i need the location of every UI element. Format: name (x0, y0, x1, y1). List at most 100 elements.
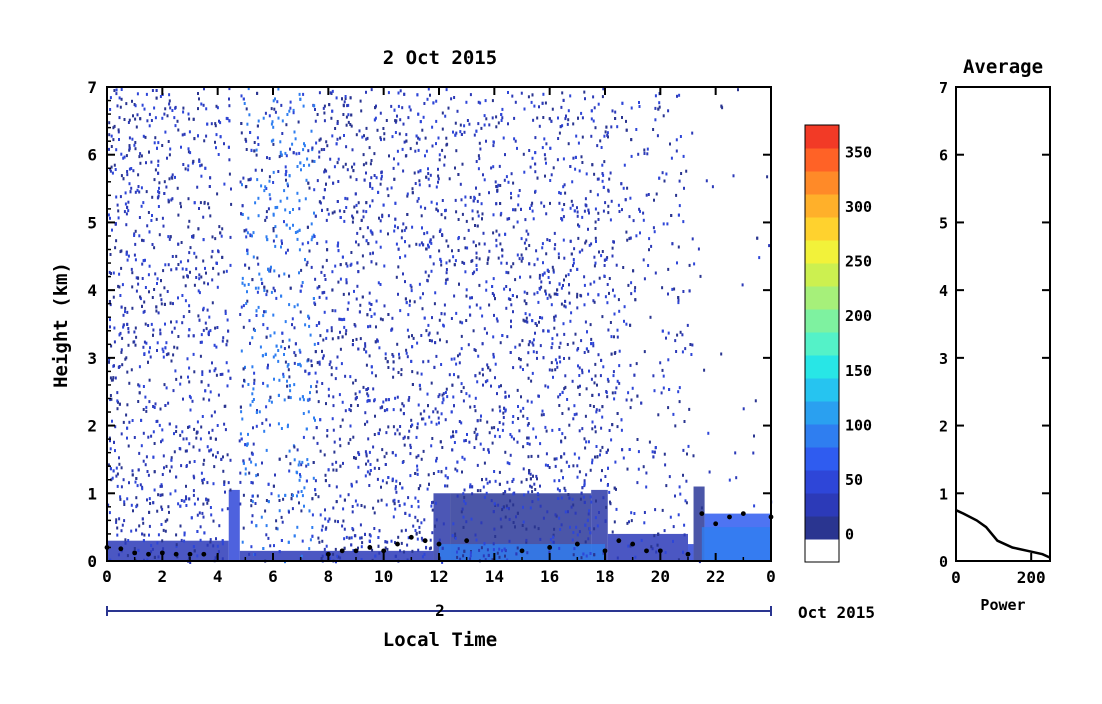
noise-speck (570, 199, 573, 203)
noise-speck (137, 173, 140, 177)
noise-speck (626, 467, 629, 471)
noise-speck (440, 312, 443, 316)
noise-speck (435, 185, 438, 189)
noise-speck (567, 510, 569, 514)
noise-speck (357, 465, 360, 469)
noise-speck (635, 128, 638, 131)
noise-speck (392, 425, 395, 429)
noise-speck (479, 101, 482, 105)
noise-speck (245, 228, 248, 232)
noise-speck (381, 448, 384, 452)
noise-speck (345, 329, 348, 333)
noise-speck (585, 440, 588, 444)
noise-speck (600, 426, 603, 430)
noise-speck (193, 370, 196, 374)
noise-speck (498, 547, 501, 551)
noise-speck (344, 332, 347, 336)
noise-speck (682, 290, 685, 293)
noise-speck (182, 397, 184, 401)
noise-speck (305, 479, 308, 483)
noise-speck (147, 324, 150, 327)
noise-speck (656, 134, 659, 138)
noise-speck (247, 178, 250, 182)
noise-speck (671, 287, 674, 291)
noise-speck (206, 445, 209, 449)
noise-speck (430, 381, 433, 385)
noise-speck (565, 274, 567, 278)
noise-speck (133, 436, 136, 439)
noise-speck (143, 309, 146, 313)
noise-speck (118, 462, 121, 466)
noise-speck (440, 259, 443, 263)
noise-speck (590, 134, 593, 138)
noise-speck (142, 521, 145, 525)
noise-speck (508, 487, 511, 491)
noise-speck (413, 300, 416, 304)
noise-speck (331, 462, 334, 466)
noise-speck (705, 179, 708, 183)
noise-speck (113, 124, 116, 128)
noise-speck (252, 255, 255, 259)
noise-speck (192, 545, 195, 549)
noise-speck (616, 379, 619, 383)
noise-speck (599, 139, 602, 143)
noise-speck (346, 264, 349, 268)
noise-speck (171, 197, 174, 201)
noise-speck (497, 183, 500, 187)
noise-speck (184, 284, 187, 288)
noise-speck (222, 469, 225, 473)
noise-speck (558, 479, 561, 483)
noise-speck (535, 323, 538, 327)
noise-speck (551, 428, 554, 432)
noise-speck (374, 554, 377, 558)
noise-speck (124, 310, 126, 314)
noise-speck (471, 272, 474, 276)
noise-speck (540, 285, 543, 289)
noise-speck (558, 191, 561, 195)
noise-speck (600, 478, 602, 482)
noise-speck (302, 398, 305, 402)
noise-speck (160, 484, 163, 488)
noise-speck (294, 342, 297, 346)
noise-speck (120, 529, 123, 533)
noise-speck (486, 331, 488, 335)
noise-speck (586, 330, 588, 334)
noise-speck (255, 410, 258, 414)
noise-speck (270, 139, 273, 143)
noise-speck (346, 104, 349, 108)
noise-speck (266, 384, 269, 388)
noise-speck (517, 405, 519, 408)
noise-speck (452, 430, 454, 434)
noise-speck (396, 149, 399, 153)
noise-speck (348, 408, 351, 411)
noise-speck (606, 283, 609, 286)
average-frame (955, 86, 1051, 562)
noise-speck (443, 163, 446, 167)
noise-speck (342, 507, 345, 511)
noise-speck (589, 552, 592, 555)
noise-speck (473, 196, 476, 200)
noise-speck (542, 92, 545, 96)
noise-speck (561, 124, 564, 128)
noise-speck (752, 451, 755, 455)
noise-speck (551, 337, 554, 341)
noise-speck (317, 495, 320, 499)
noise-speck (127, 343, 130, 347)
noise-speck (655, 192, 658, 196)
noise-speck (500, 113, 503, 116)
noise-speck (571, 203, 574, 207)
noise-speck (114, 449, 116, 453)
noise-speck (169, 492, 172, 496)
noise-speck (627, 544, 630, 548)
noise-speck (596, 383, 598, 387)
noise-speck (172, 389, 175, 393)
noise-speck (342, 113, 345, 116)
y-tick-label: 7 (87, 78, 97, 97)
noise-speck (492, 144, 495, 148)
noise-speck (457, 375, 460, 379)
noise-speck (254, 553, 257, 556)
noise-speck (180, 375, 183, 379)
noise-speck (336, 120, 339, 123)
noise-speck (728, 478, 731, 482)
noise-speck (314, 108, 316, 111)
